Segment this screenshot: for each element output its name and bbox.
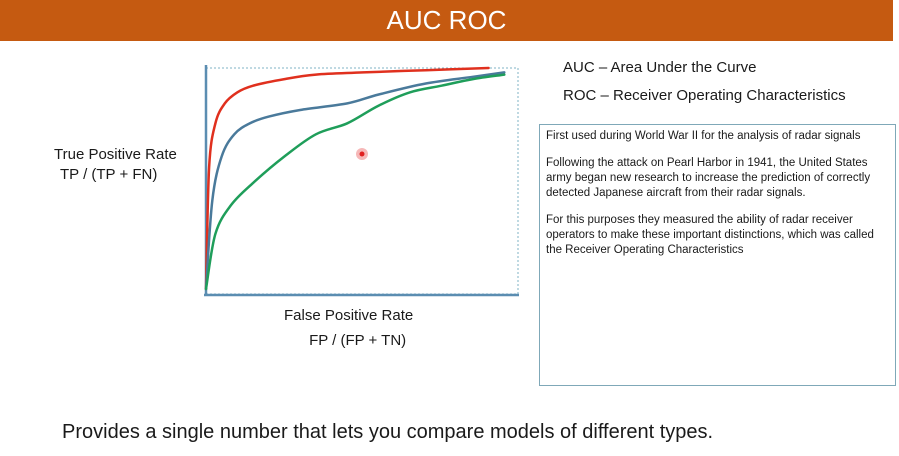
cursor-highlight: [356, 148, 368, 160]
definition-auc: AUC – Area Under the Curve: [563, 59, 757, 76]
history-info-box: First used during World War II for the a…: [539, 124, 896, 386]
footer-statement: Provides a single number that lets you c…: [62, 421, 714, 443]
y-axis-formula: TP / (TP + FN): [60, 166, 158, 183]
definitions: AUC – Area Under the Curve ROC – Receive…: [563, 58, 846, 114]
y-axis-label-text: True Positive Rate: [54, 146, 177, 163]
x-axis-label-text: False Positive Rate: [284, 307, 414, 324]
title-bar-background: [0, 0, 893, 41]
x-axis-formula: FP / (FP + TN): [309, 332, 407, 349]
plot-border-dashed: [205, 67, 519, 295]
info-paragraph: Following the attack on Pearl Harbor in …: [546, 157, 871, 199]
definition-roc: ROC – Receiver Operating Characteristics: [563, 87, 846, 104]
roc-curve-green: [204, 73, 506, 291]
slide-title: AUC ROC: [386, 5, 507, 35]
x-axis-label: False Positive Rate FP / (FP + TN): [284, 306, 413, 351]
series-layer: [204, 66, 506, 291]
y-axis-label: True Positive Rate TP / (TP + FN): [54, 145, 177, 185]
info-paragraph: For this purposes they measured the abil…: [546, 214, 874, 256]
roc-curve-blue: [204, 71, 506, 291]
info-paragraph: First used during World War II for the a…: [546, 130, 861, 142]
roc-curve-red: [204, 66, 490, 291]
